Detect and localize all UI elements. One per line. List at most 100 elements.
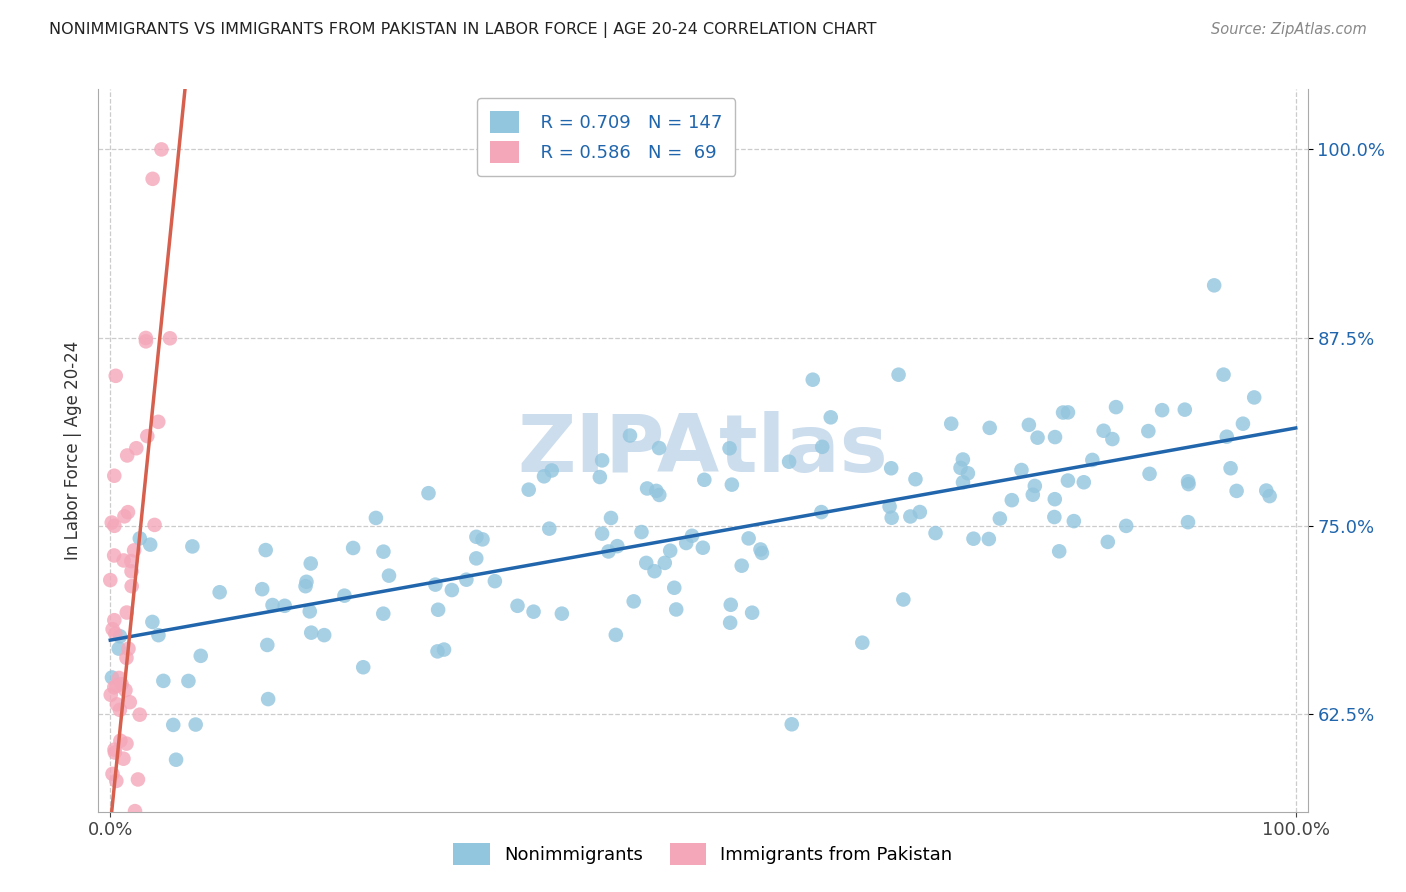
Point [273, 599, 295, 613]
Point [1026, 431, 1049, 445]
Point [115, 737, 138, 751]
Point [103, 681, 125, 695]
Point [681, 529, 703, 543]
Point [117, 641, 139, 656]
Point [100, 816, 122, 830]
Point [256, 638, 278, 652]
Point [103, 518, 125, 533]
Point [533, 469, 555, 483]
Point [778, 455, 800, 469]
Point [606, 539, 628, 553]
Point [1177, 477, 1199, 491]
Point [373, 544, 395, 558]
Point [121, 579, 143, 593]
Point [101, 670, 124, 684]
Point [741, 606, 763, 620]
Point [124, 804, 146, 818]
Point [257, 692, 280, 706]
Point [1081, 453, 1104, 467]
Text: NONIMMIGRANTS VS IMMIGRANTS FROM PAKISTAN IN LABOR FORCE | AGE 20-24 CORRELATION: NONIMMIGRANTS VS IMMIGRANTS FROM PAKISTA… [49, 22, 877, 38]
Point [262, 598, 284, 612]
Point [139, 538, 162, 552]
Y-axis label: In Labor Force | Age 20-24: In Labor Force | Age 20-24 [63, 341, 82, 560]
Point [1022, 488, 1045, 502]
Point [1011, 463, 1033, 477]
Point [294, 579, 316, 593]
Point [644, 564, 666, 578]
Text: ZIPAtlas: ZIPAtlas [517, 411, 889, 490]
Point [1177, 475, 1199, 489]
Point [159, 331, 181, 345]
Point [1212, 368, 1234, 382]
Point [645, 483, 668, 498]
Point [751, 546, 773, 560]
Point [122, 543, 145, 558]
Point [107, 641, 129, 656]
Point [136, 429, 159, 443]
Point [598, 544, 620, 558]
Point [924, 526, 946, 541]
Point [952, 475, 974, 490]
Point [108, 629, 131, 643]
Point [898, 509, 921, 524]
Point [114, 876, 136, 890]
Point [1137, 424, 1160, 438]
Point [1052, 405, 1074, 419]
Point [105, 679, 128, 693]
Point [538, 522, 561, 536]
Point [1047, 544, 1070, 558]
Point [125, 441, 148, 455]
Point [1057, 474, 1080, 488]
Point [654, 556, 676, 570]
Point [103, 613, 125, 627]
Point [299, 625, 322, 640]
Point [636, 482, 658, 496]
Point [648, 441, 671, 455]
Point [484, 574, 506, 589]
Point [880, 510, 903, 524]
Point [988, 511, 1011, 525]
Point [115, 651, 138, 665]
Point [1097, 535, 1119, 549]
Point [314, 628, 336, 642]
Point [190, 648, 212, 663]
Point [465, 530, 488, 544]
Point [540, 463, 562, 477]
Point [108, 703, 131, 717]
Point [664, 581, 686, 595]
Point [373, 607, 395, 621]
Point [1232, 417, 1254, 431]
Legend: Nonimmigrants, Immigrants from Pakistan: Nonimmigrants, Immigrants from Pakistan [444, 834, 962, 874]
Point [731, 558, 754, 573]
Point [718, 615, 741, 630]
Point [737, 532, 759, 546]
Point [693, 473, 716, 487]
Point [114, 683, 136, 698]
Point [551, 607, 574, 621]
Point [108, 671, 131, 685]
Point [887, 368, 910, 382]
Point [962, 532, 984, 546]
Point [111, 841, 134, 855]
Point [162, 718, 184, 732]
Point [378, 568, 401, 582]
Point [591, 453, 613, 467]
Point [104, 368, 127, 383]
Point [979, 421, 1001, 435]
Point [104, 746, 127, 760]
Point [1243, 391, 1265, 405]
Point [977, 532, 1000, 546]
Legend:   R = 0.709   N = 147,   R = 0.586   N =  69: R = 0.709 N = 147, R = 0.586 N = 69 [477, 98, 735, 176]
Point [120, 554, 142, 568]
Point [1043, 492, 1066, 507]
Point [591, 526, 613, 541]
Point [522, 605, 544, 619]
Point [128, 707, 150, 722]
Point [105, 773, 128, 788]
Point [949, 461, 972, 475]
Point [956, 467, 979, 481]
Point [143, 517, 166, 532]
Point [117, 505, 139, 519]
Point [1115, 519, 1137, 533]
Point [465, 551, 488, 566]
